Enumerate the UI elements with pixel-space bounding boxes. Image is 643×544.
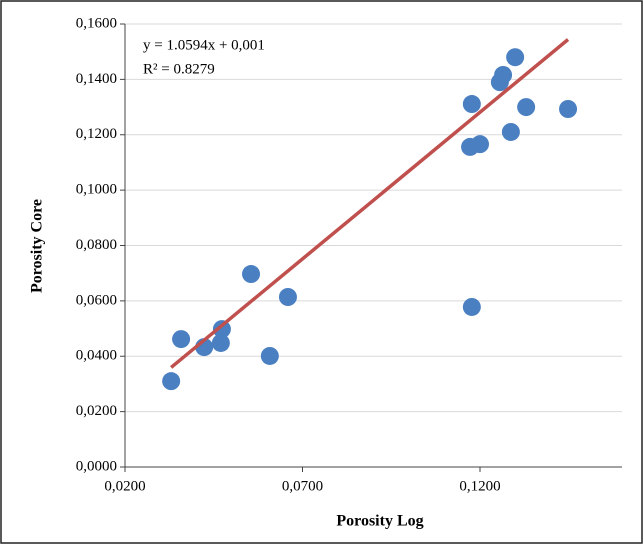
x-tick-label: 0,0200 bbox=[104, 478, 145, 494]
trendline-r-squared: R² = 0.8279 bbox=[143, 61, 215, 77]
point bbox=[462, 95, 481, 114]
point bbox=[501, 122, 520, 141]
point bbox=[462, 297, 481, 316]
x-tick-label: 0,0700 bbox=[282, 478, 323, 494]
point bbox=[211, 333, 230, 352]
y-tick-label: 0,0400 bbox=[76, 348, 117, 364]
y-axis-title: Porosity Core bbox=[29, 199, 46, 293]
point bbox=[471, 135, 489, 154]
x-axis-title: Porosity Log bbox=[336, 513, 423, 530]
y-tick-label: 0,1000 bbox=[76, 182, 117, 198]
point bbox=[212, 320, 231, 339]
y-tick-label: 0,0800 bbox=[76, 237, 117, 253]
point bbox=[172, 330, 191, 349]
y-tick-label: 0,1400 bbox=[76, 71, 117, 87]
point bbox=[494, 65, 513, 84]
point bbox=[278, 287, 297, 306]
point bbox=[260, 346, 279, 365]
point bbox=[242, 265, 261, 284]
y-tick-label: 0,0200 bbox=[76, 403, 117, 419]
y-tick-label: 0,0000 bbox=[76, 458, 117, 474]
trendline-equation: y = 1.0594x + 0,001 bbox=[143, 37, 265, 53]
point bbox=[517, 98, 536, 117]
y-tick-label: 0,1600 bbox=[76, 15, 117, 31]
y-tick-label: 0,0600 bbox=[76, 292, 117, 308]
trendline bbox=[170, 38, 570, 369]
point bbox=[559, 100, 578, 119]
x-tick-label: 0,1200 bbox=[459, 478, 500, 494]
point bbox=[162, 372, 181, 391]
point bbox=[506, 48, 525, 67]
y-tick-label: 0,1200 bbox=[76, 126, 117, 142]
